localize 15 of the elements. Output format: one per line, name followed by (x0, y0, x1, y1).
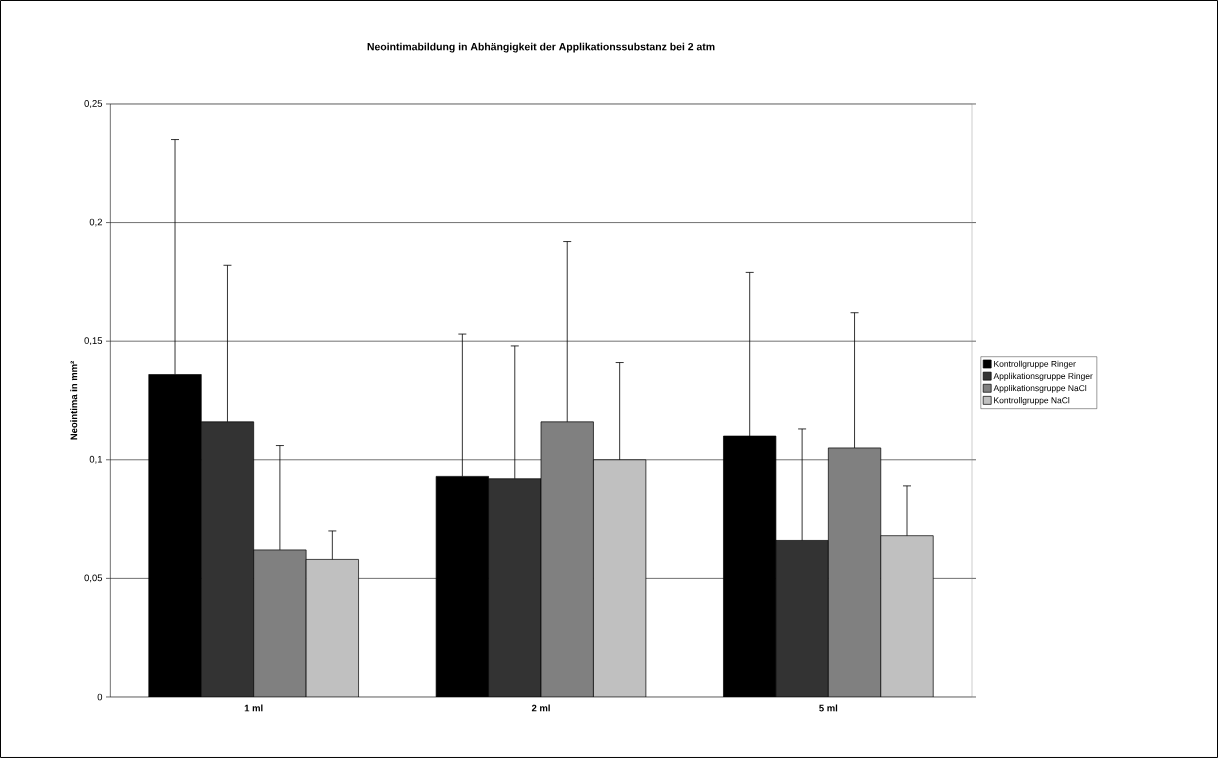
legend-label: Kontrollgruppe NaCl (994, 397, 1070, 405)
y-tick-label: 0,2 (89, 218, 103, 227)
y-tick-label: 0,1 (89, 455, 103, 464)
y-tick-label: 0,05 (84, 574, 103, 583)
chart-title: Neointimabildung in Abhängigkeit der Applikationssubstanz bei 2 atm (367, 42, 715, 53)
x-tick-label: 5 ml (819, 704, 838, 712)
y-tick-label: 0,15 (84, 337, 103, 346)
y-axis-title: Neointima in mm² (70, 360, 78, 440)
y-tick-label: 0,25 (84, 100, 103, 108)
legend-label: Applikationsgruppe Ringer (993, 372, 1093, 381)
x-tick-label: 2 ml (531, 704, 550, 712)
legend-label: Kontrollgruppe Ringer (994, 360, 1076, 369)
x-tick-label: 1 ml (244, 704, 263, 712)
legend-label: Applikationsgruppe NaCl (993, 384, 1087, 393)
y-tick-label: 0 (97, 693, 103, 701)
